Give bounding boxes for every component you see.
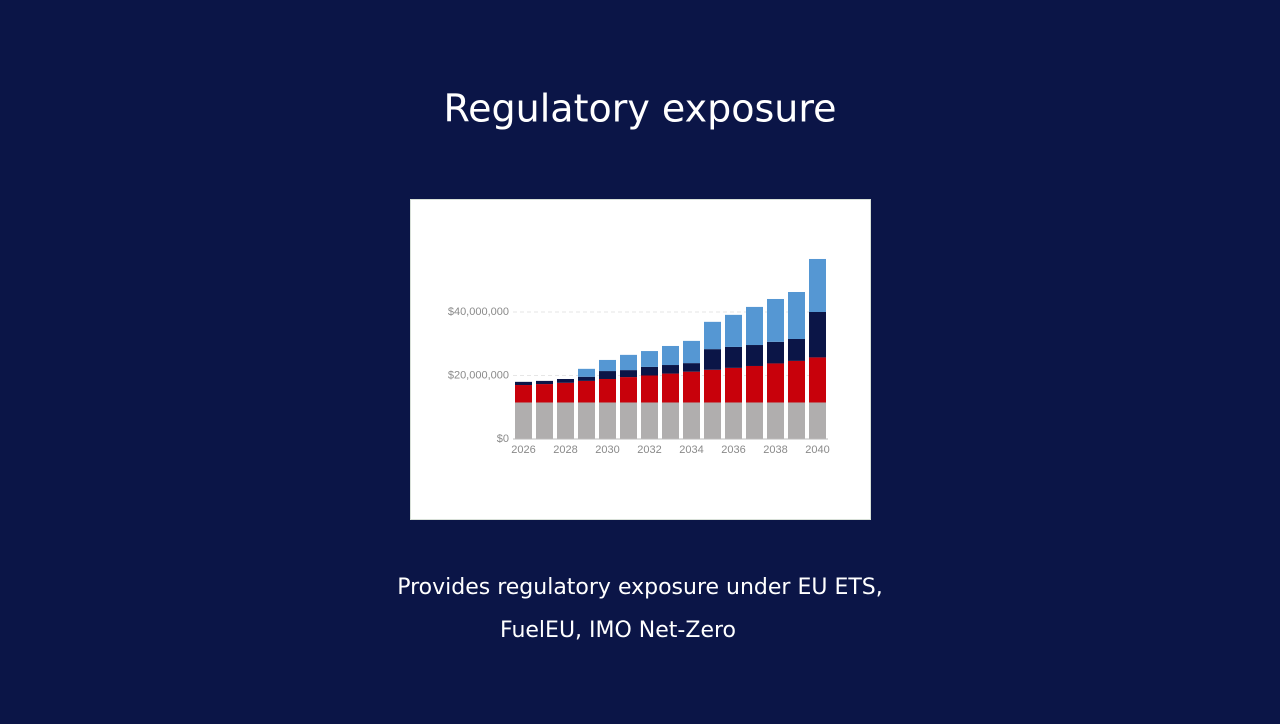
bar-segment: [683, 340, 700, 364]
bar-segment: [620, 370, 637, 378]
bar-segment: [557, 378, 574, 383]
bar-segment: [599, 378, 616, 403]
bar-segment: [746, 306, 763, 346]
bar-segment: [536, 380, 553, 385]
y-tick-label: $40,000,000: [448, 306, 509, 318]
bar-segment: [704, 369, 721, 403]
bar-segment: [662, 402, 679, 439]
bar-segment: [641, 366, 658, 376]
bar-segment: [767, 341, 784, 364]
description-line: Provides regulatory exposure under EU ET…: [397, 575, 883, 600]
bar-segment: [620, 354, 637, 371]
bar-segment: [536, 402, 553, 439]
bar-segment: [725, 314, 742, 347]
x-tick-label: 2030: [595, 444, 619, 456]
bar-segment: [515, 381, 532, 386]
bar-segment: [725, 346, 742, 368]
bar-segment: [578, 380, 595, 403]
x-tick-label: 2026: [511, 444, 535, 456]
x-tick-label: 2032: [637, 444, 661, 456]
bar-segment: [662, 345, 679, 366]
bar-segment: [515, 402, 532, 439]
bar-segment: [683, 402, 700, 439]
bar-segment: [641, 402, 658, 439]
bar-segment: [578, 376, 595, 381]
bar-segment: [788, 360, 805, 403]
bar-segment: [809, 312, 826, 358]
bar-segment: [641, 351, 658, 367]
bar-segment: [620, 402, 637, 439]
bar-segment: [809, 357, 826, 403]
bar-segment: [704, 349, 721, 370]
bar-segment: [767, 363, 784, 403]
bar-segment: [599, 371, 616, 379]
x-tick-label: 2038: [763, 444, 787, 456]
x-tick-label: 2040: [805, 444, 829, 456]
bar-segment: [683, 371, 700, 403]
x-tick-label: 2034: [679, 444, 703, 456]
bar-segment: [746, 402, 763, 439]
bar-segment: [578, 402, 595, 439]
slide-title: Regulatory exposure: [443, 87, 836, 131]
bar-segment: [557, 402, 574, 439]
y-tick-label: $20,000,000: [448, 369, 509, 381]
bar-segment: [809, 402, 826, 439]
x-tick-label: 2036: [721, 444, 745, 456]
bar-segment: [599, 402, 616, 439]
bar-segment: [683, 363, 700, 372]
bar-segment: [767, 402, 784, 439]
bar-segment: [809, 258, 826, 312]
bar-segment: [746, 365, 763, 403]
description-line: FuelEU, IMO Net-Zero: [500, 618, 736, 643]
bar-segment: [536, 384, 553, 403]
bar-segment: [557, 382, 574, 403]
bar-segment: [662, 373, 679, 403]
bar-segment: [788, 291, 805, 339]
bar-segment: [578, 368, 595, 377]
bar-segment: [725, 402, 742, 439]
bar-segment: [641, 375, 658, 403]
bar-segment: [704, 321, 721, 350]
bar-segment: [704, 402, 721, 439]
bar-segment: [788, 338, 805, 361]
bar-segment: [767, 298, 784, 342]
bar-segment: [788, 402, 805, 439]
bar-segment: [620, 377, 637, 403]
bar-segment: [725, 367, 742, 403]
y-tick-label: $0: [497, 433, 509, 445]
bar-segment: [599, 359, 616, 372]
bar-segment: [662, 365, 679, 374]
bar-segment: [746, 345, 763, 366]
bar-segment: [515, 385, 532, 403]
x-tick-label: 2028: [553, 444, 577, 456]
